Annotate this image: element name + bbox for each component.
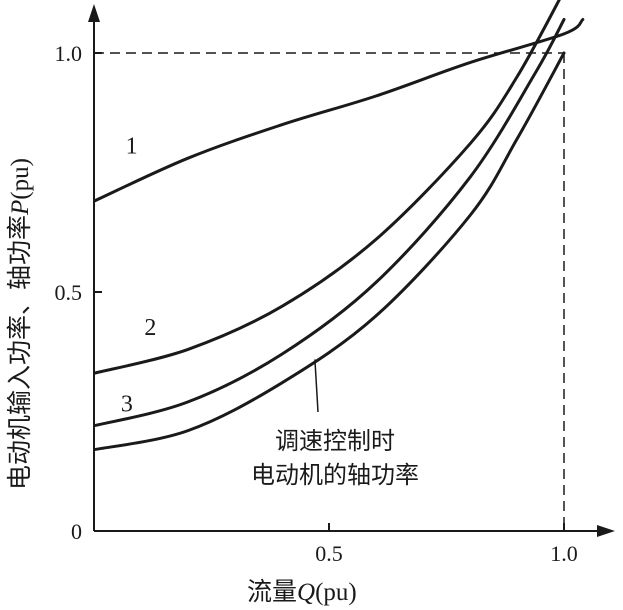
y-tick-label: 1.0 xyxy=(55,41,83,66)
x-tick-label: 1.0 xyxy=(550,541,578,566)
annotation-line-1: 调速控制时 xyxy=(275,427,395,455)
ticks-layer: 0.5 1.0 0 0.5 1.0 xyxy=(55,41,578,566)
annotation-line-2: 电动机的轴功率 xyxy=(251,461,419,489)
x-axis-arrow xyxy=(597,525,615,537)
curve-label-2: 2 xyxy=(144,315,156,341)
x-axis-title: 流量Q(pu) xyxy=(247,577,357,606)
curve-1 xyxy=(94,18,585,203)
curves-layer xyxy=(94,0,585,452)
curve-2 xyxy=(94,0,561,375)
y-axis-title: 电动机输入功率、轴功率P(pu) xyxy=(5,158,34,490)
curve-3 xyxy=(94,18,566,428)
y-axis-arrow xyxy=(88,4,100,22)
curve-labels-layer: 1 2 3 xyxy=(121,133,156,417)
curve-shaft-power xyxy=(94,51,566,452)
curve-label-3: 3 xyxy=(121,392,133,418)
y-tick-label: 0 xyxy=(71,519,82,544)
x-tick-label: 0.5 xyxy=(315,541,343,566)
annotation-leader-line xyxy=(314,359,319,413)
y-tick-label: 0.5 xyxy=(55,280,83,305)
curve-label-1: 1 xyxy=(126,133,138,159)
